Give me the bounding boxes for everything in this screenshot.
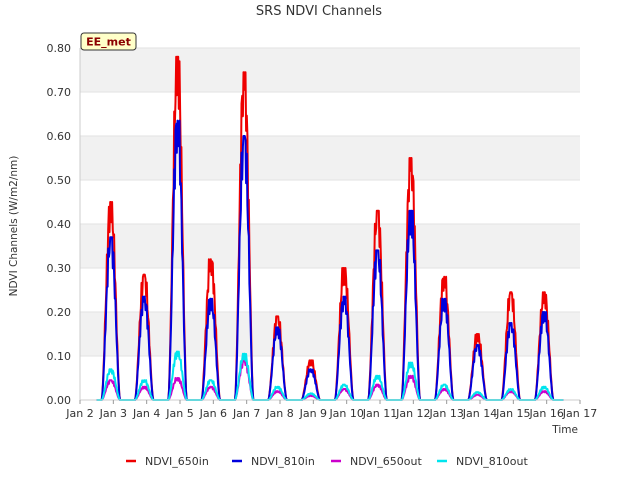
legend-label: NDVI_650in — [145, 455, 209, 468]
x-tick-label: Jan 15 — [495, 407, 530, 420]
x-tick-label: Jan 17 — [562, 407, 597, 420]
x-tick-label: Jan 11 — [362, 407, 397, 420]
x-tick-label: Jan 13 — [428, 407, 463, 420]
x-tick-label: Jan 9 — [299, 407, 327, 420]
background-band — [80, 180, 580, 224]
legend-label: NDVI_810out — [456, 455, 528, 468]
y-tick-label: 0.00 — [47, 394, 72, 407]
background-band — [80, 136, 580, 180]
x-tick-label: Jan 12 — [395, 407, 430, 420]
background-band — [80, 268, 580, 312]
x-tick-label: Jan 16 — [528, 407, 563, 420]
legend-label: NDVI_650out — [350, 455, 422, 468]
y-tick-label: 0.30 — [47, 262, 72, 275]
background-band — [80, 92, 580, 136]
y-tick-label: 0.50 — [47, 174, 72, 187]
background-bands — [80, 48, 580, 400]
x-tick-label: Jan 3 — [99, 407, 127, 420]
y-tick-label: 0.40 — [47, 218, 72, 231]
x-tick-label: Jan 8 — [265, 407, 293, 420]
y-tick-labels: 0.00 0.10 0.20 0.30 0.40 0.50 0.60 0.70 0.80 — [47, 42, 72, 407]
legend-label: NDVI_810in — [251, 455, 315, 468]
badge-label: EE_met — [86, 36, 131, 49]
background-band — [80, 48, 580, 92]
chart-title: SRS NDVI Channels — [256, 4, 382, 19]
y-tick-label: 0.20 — [47, 306, 72, 319]
x-tick-label: Jan 7 — [232, 407, 260, 420]
x-tick-label: Jan 2 — [65, 407, 93, 420]
x-tick-label: Jan 6 — [199, 407, 227, 420]
y-tick-label: 0.70 — [47, 86, 72, 99]
x-tick-label: Jan 10 — [328, 407, 363, 420]
x-tick-label: Jan 5 — [165, 407, 193, 420]
y-tick-label: 0.80 — [47, 42, 72, 55]
x-tick-label: Jan 4 — [132, 407, 160, 420]
y-axis-label: NDVI Channels (W/m2/nm) — [8, 156, 20, 297]
background-band — [80, 224, 580, 268]
y-tick-label: 0.10 — [47, 350, 72, 363]
background-band — [80, 312, 580, 356]
site-badge: EE_met — [80, 32, 137, 51]
legend: NDVI_650in NDVI_810in NDVI_650out NDVI_810o… — [126, 455, 528, 468]
x-tick-label: Jan 14 — [462, 407, 497, 420]
x-axis-label: Time — [551, 424, 578, 436]
x-tick-labels: Jan 2 Jan 3 Jan 4 Jan 5 Jan 6 Jan 7 Jan 8 Jan 9… — [65, 400, 597, 420]
y-tick-label: 0.60 — [47, 130, 72, 143]
background-band — [80, 356, 580, 400]
